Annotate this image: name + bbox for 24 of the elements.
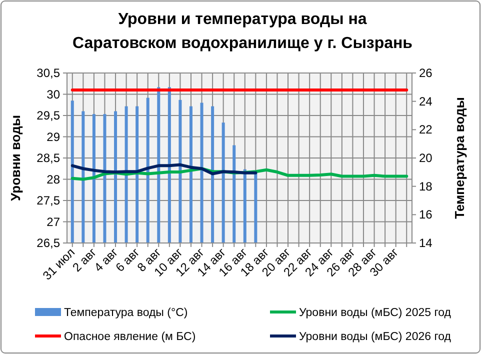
legend-label: Уровни воды (мБС) 2025 год (299, 307, 452, 319)
legend-label: Уровни воды (мБС) 2026 год (299, 331, 452, 343)
y2-tick-label: 22 (419, 122, 433, 137)
y-tick-label: 28 (46, 172, 60, 186)
y-tick-label: 30,5 (36, 66, 60, 80)
chart-title: Уровни и температура воды на Саратовском водохранилище у г. Сызрань (72, 11, 413, 52)
y-tick-label: 26,5 (36, 236, 60, 250)
y-axis-title: Уровни воды (8, 115, 23, 201)
legend-label: Опасное явление (м БС) (64, 331, 196, 343)
y2-tick-label: 24 (419, 94, 433, 108)
y2-tick-label: 26 (419, 66, 433, 80)
y-tick-label: 30 (46, 87, 60, 102)
line-series (70, 163, 258, 176)
y-tick-label: 27 (46, 214, 60, 229)
y2-tick-label: 18 (419, 179, 433, 194)
y-tick-label: 27,5 (36, 194, 60, 208)
y2-tick-label: 14 (419, 236, 433, 250)
y-tick-label: 29 (46, 130, 60, 144)
legend-label: Температура воды (°С) (64, 307, 188, 319)
y2-tick-label: 20 (419, 151, 433, 165)
y2-axis-title: Температура воды (452, 97, 467, 219)
y-tick-label: 28,5 (36, 151, 60, 165)
y-tick-label: 29,5 (36, 108, 60, 122)
y2-tick-label: 16 (419, 208, 433, 222)
